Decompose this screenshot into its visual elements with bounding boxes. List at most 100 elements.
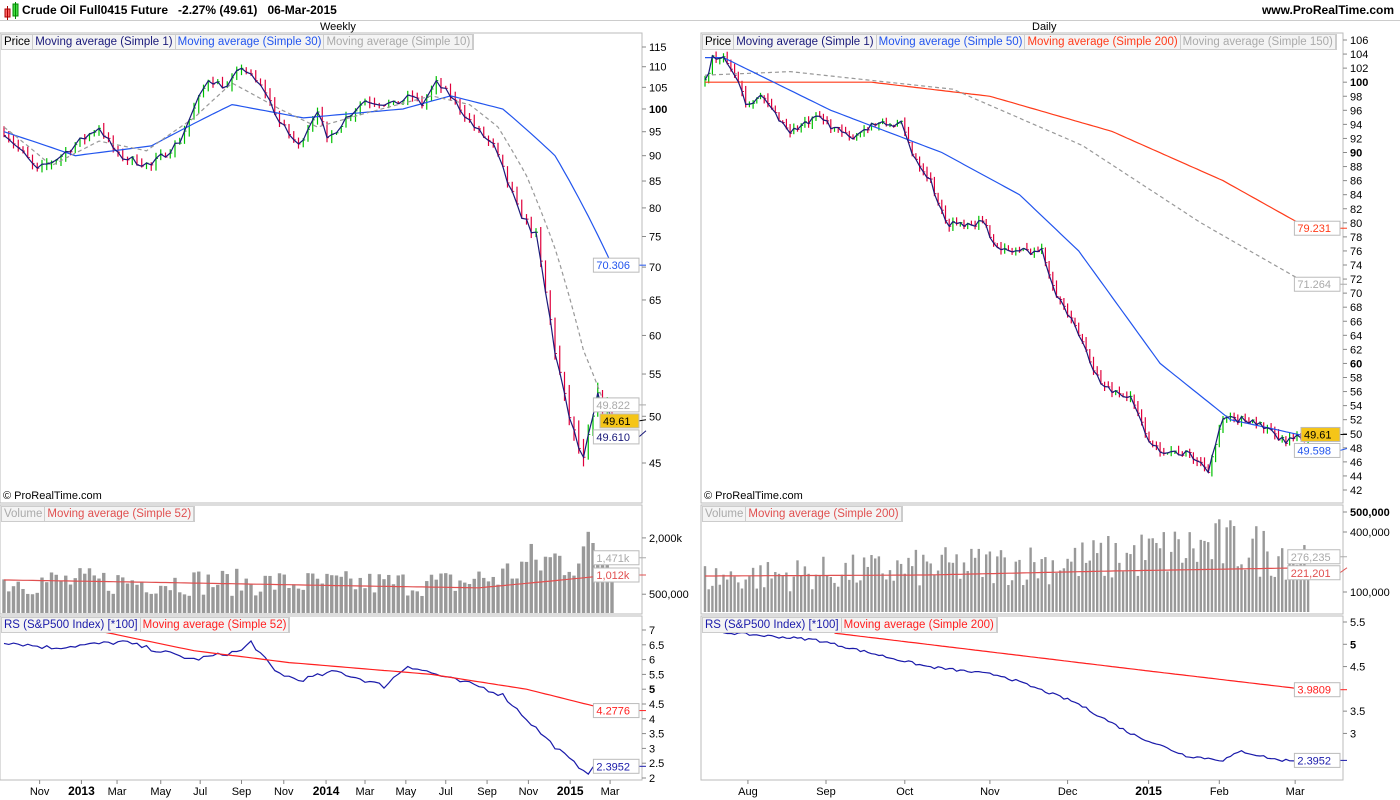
volume-bar — [320, 583, 324, 613]
legend-volume: Volume — [2, 507, 46, 521]
volume-bar — [1136, 575, 1140, 612]
price-tick-label: 70 — [649, 262, 661, 274]
volume-bar — [1277, 556, 1280, 612]
volume-bar — [106, 590, 111, 613]
volume-bar — [220, 570, 225, 613]
volume-bar — [1066, 558, 1069, 612]
volume-bar — [1288, 559, 1291, 612]
volume-bar — [263, 575, 267, 613]
volume-bar — [273, 589, 277, 613]
site-url[interactable]: www.ProRealTime.com — [1261, 3, 1394, 17]
volume-bar — [410, 590, 415, 613]
volume-bar — [792, 576, 795, 612]
price-tick-label: 45 — [649, 458, 661, 470]
volume-bar — [737, 582, 740, 612]
price-tick-label: 60 — [1350, 358, 1362, 370]
volume-bar — [415, 591, 419, 613]
volume-bar — [1218, 519, 1221, 612]
volume-bar — [524, 561, 529, 613]
volume-bar — [1077, 576, 1080, 612]
price-tick-label: 100 — [1350, 77, 1368, 89]
volume-bar — [1244, 569, 1247, 612]
volume-bar — [918, 585, 921, 612]
legend-ma10: Moving average (Simple 10) — [324, 35, 474, 49]
volume-bar — [387, 574, 391, 613]
volume-bar — [1140, 534, 1143, 612]
volume-bar — [970, 548, 973, 612]
price-value-label: 79.231 — [1297, 223, 1331, 235]
volume-value-label-box — [1287, 549, 1341, 565]
weekly-price-legend: Price Moving average (Simple 1) Moving a… — [1, 34, 475, 50]
panel-frame — [0, 615, 643, 781]
volume-bar — [703, 566, 707, 612]
volume-bar — [866, 566, 869, 612]
volume-bar — [486, 581, 491, 613]
volume-bar — [216, 584, 220, 613]
volume-bar — [1207, 542, 1210, 612]
volume-bar — [800, 575, 803, 612]
rs-value-label: 2.3952 — [596, 761, 630, 773]
legend-rs: RS (S&P500 Index) [*100] — [2, 618, 141, 632]
volume-bar — [1151, 538, 1154, 612]
volume-bar — [230, 595, 234, 613]
x-tick-label: Mar — [356, 786, 375, 798]
volume-bar — [178, 592, 182, 613]
volume-bar — [888, 570, 892, 612]
volume-bar — [1247, 557, 1251, 612]
volume-bar — [977, 548, 980, 612]
volume-bar — [1281, 548, 1284, 612]
price-value-label: 49.598 — [1297, 445, 1331, 457]
volume-bar — [892, 580, 895, 612]
price-tick-label: 88 — [1350, 162, 1362, 174]
volume-bar — [140, 581, 144, 613]
volume-bar — [197, 571, 201, 613]
volume-bar — [448, 574, 453, 613]
volume-bar — [959, 578, 962, 612]
volume-bar — [1118, 562, 1121, 612]
volume-bar — [1269, 575, 1273, 612]
volume-bar — [1306, 569, 1310, 612]
volume-bar — [740, 588, 744, 612]
x-tick-label: Oct — [896, 786, 913, 798]
price-tick-label: 82 — [1350, 204, 1362, 216]
volume-bar — [102, 572, 106, 613]
x-tick-label: May — [395, 786, 416, 798]
volume-bar — [1147, 538, 1151, 612]
volume-bar — [206, 574, 210, 613]
panel-frame — [700, 32, 1344, 504]
volume-bar — [981, 576, 984, 612]
price-value-label-marker — [1339, 448, 1348, 451]
volume-bar — [1181, 562, 1184, 612]
volume-tick-label: 100,000 — [1350, 587, 1390, 599]
price-tick-label: 80 — [1350, 218, 1362, 230]
rs-tick-label: 3 — [649, 743, 655, 755]
volume-bar — [992, 583, 995, 612]
volume-bar — [996, 556, 999, 612]
rs-tick-label: 2 — [649, 773, 655, 785]
volume-bar — [577, 563, 581, 613]
volume-bar — [144, 592, 149, 613]
volume-ma-line — [4, 574, 613, 589]
volume-bar — [770, 578, 773, 612]
volume-bar — [1073, 547, 1077, 612]
rs-value-label-box — [592, 758, 640, 774]
weekly-title: Weekly — [320, 21, 356, 33]
volume-bar — [722, 574, 725, 612]
x-tick-label: Sep — [477, 786, 497, 798]
legend-ma1: Moving average (Simple 1) — [734, 35, 877, 49]
legend-rs: RS (S&P500 Index) [*100] — [703, 618, 842, 632]
volume-bar — [822, 556, 825, 612]
volume-bar — [35, 592, 39, 613]
volume-bar — [358, 577, 362, 613]
price-value-label-box — [1293, 442, 1341, 458]
price-value-label: 49.61 — [1304, 429, 1332, 441]
volume-bar — [482, 577, 486, 613]
volume-bar — [829, 577, 832, 612]
price-tick-label: 58 — [1350, 373, 1362, 385]
volume-bar — [833, 582, 836, 612]
volume-bar — [581, 546, 586, 613]
volume-bar — [444, 573, 448, 613]
volume-value-label: 276,235 — [1291, 552, 1331, 564]
x-tick-label: Jul — [439, 786, 453, 798]
volume-tick-label: 400,000 — [1350, 527, 1390, 539]
